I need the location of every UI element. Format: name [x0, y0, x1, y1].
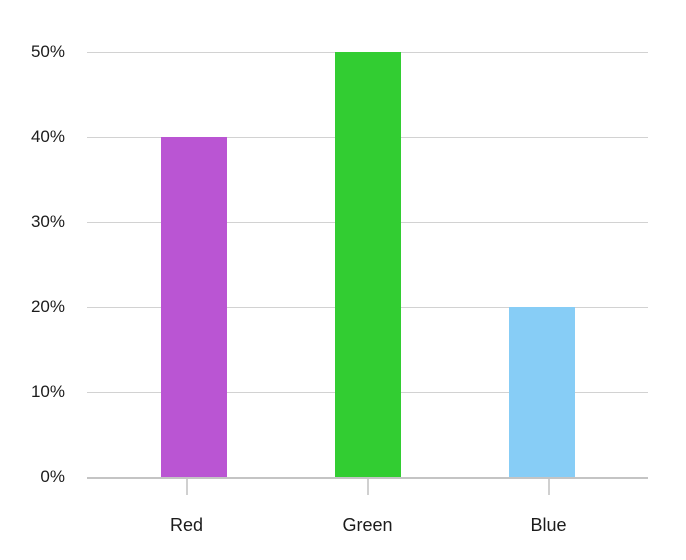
bar-green: [335, 52, 401, 477]
y-axis-tick-label-30pct: 30%: [30, 212, 65, 231]
bar-red: [161, 137, 227, 477]
x-axis-tick-green: [366, 479, 369, 495]
x-axis-tick-red: [185, 479, 188, 495]
x-axis-label-blue: Blue: [530, 515, 567, 535]
y-axis-tick-label-40pct: 40%: [30, 127, 65, 146]
y-axis-tick-label-10pct: 10%: [30, 382, 65, 401]
y-axis-tick-label-0pct: 0%: [40, 467, 65, 486]
x-axis-label-green: Green: [342, 515, 393, 535]
y-axis-tick-label-20pct: 20%: [30, 297, 65, 316]
x-axis-line: [87, 477, 648, 479]
bar-blue: [509, 307, 575, 477]
x-axis-label-red: Red: [169, 515, 204, 535]
x-axis-tick-blue: [547, 479, 550, 495]
y-axis-tick-label-50pct: 50%: [30, 42, 65, 61]
